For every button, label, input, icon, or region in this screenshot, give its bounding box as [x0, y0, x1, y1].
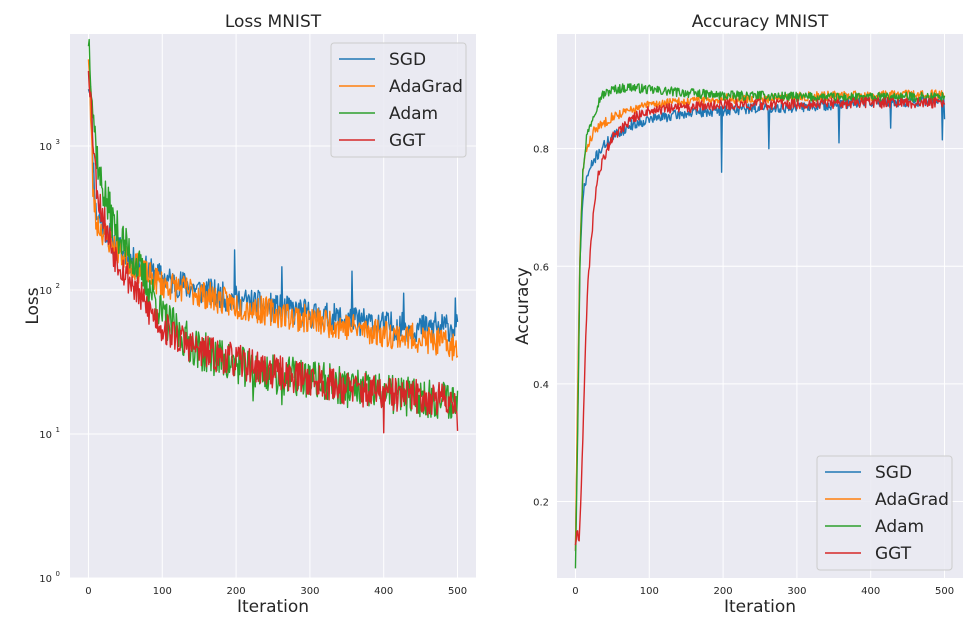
series-line-ggt [574, 96, 946, 546]
x-tick-label: 500 [448, 586, 467, 597]
loss-legend: SGD AdaGrad Adam GGT [330, 42, 467, 158]
y-tick-exponent: 2 [56, 282, 60, 290]
x-tick-label: 200 [227, 586, 246, 597]
y-tick-exponent: 1 [56, 426, 60, 434]
x-tick-label: 0 [572, 586, 578, 597]
y-tick-label: 10 [39, 286, 52, 297]
loss-x-ticks: 0 100 200 300 400 500 [85, 586, 467, 597]
legend-box [330, 42, 467, 158]
legend-label: AdaGrad [875, 490, 949, 510]
series-line-sgd [87, 88, 459, 343]
y-tick-label: 10 [39, 142, 52, 153]
y-tick-label: 10 [39, 574, 52, 585]
loss-x-axis-label: Iteration [237, 597, 309, 617]
x-tick-label: 300 [300, 586, 319, 597]
x-tick-label: 500 [935, 586, 954, 597]
y-tick-label: 0.8 [533, 145, 549, 156]
series-line-adagrad [87, 59, 459, 361]
y-tick-label: 0.2 [533, 498, 549, 509]
y-tick-base: 10 [39, 430, 52, 441]
legend-label: SGD [389, 50, 426, 70]
accuracy-y-ticks: 0.2 0.4 0.6 0.8 [533, 145, 549, 509]
accuracy-chart-title: Accuracy MNIST [692, 12, 829, 32]
y-tick-base: 10 [39, 286, 52, 297]
legend-label: AdaGrad [389, 77, 463, 97]
x-tick-label: 400 [861, 586, 880, 597]
x-tick-label: 100 [153, 586, 172, 597]
series-line-ggt [87, 70, 459, 434]
accuracy-x-ticks: 0 100 200 300 400 500 [572, 586, 954, 597]
y-tick-exponent: 3 [56, 138, 60, 146]
loss-chart-title: Loss MNIST [225, 12, 322, 32]
legend-label: SGD [875, 463, 912, 483]
y-tick-exponent: 0 [56, 570, 60, 578]
series-line-adam [574, 83, 946, 569]
y-tick-base: 10 [39, 142, 52, 153]
legend-label: Adam [875, 517, 924, 537]
x-tick-label: 100 [640, 586, 659, 597]
y-tick-label: 10 [39, 430, 52, 441]
accuracy-y-axis-label: Accuracy [513, 267, 533, 345]
legend-label: Adam [389, 104, 438, 124]
x-tick-label: 200 [714, 586, 733, 597]
accuracy-series-lines [574, 83, 946, 569]
accuracy-x-axis-label: Iteration [724, 597, 796, 617]
x-tick-label: 300 [787, 586, 806, 597]
legend-box [816, 455, 953, 571]
loss-series-lines [87, 38, 459, 434]
accuracy-legend: SGD AdaGrad Adam GGT [816, 455, 953, 571]
x-tick-label: 400 [374, 586, 393, 597]
y-tick-label: 0.6 [533, 262, 549, 273]
y-tick-label: 0.4 [533, 380, 549, 391]
loss-y-ticks: 10 0 10 1 10 2 10 3 [39, 138, 60, 585]
x-tick-label: 0 [85, 586, 91, 597]
legend-label: GGT [875, 544, 912, 564]
y-tick-base: 10 [39, 574, 52, 585]
loss-y-axis-label: Loss [23, 287, 43, 324]
accuracy-chart: 0 100 200 300 400 500 0.2 0.4 0.6 0.8 Accuracy M… [513, 12, 963, 617]
legend-label: GGT [389, 131, 426, 151]
